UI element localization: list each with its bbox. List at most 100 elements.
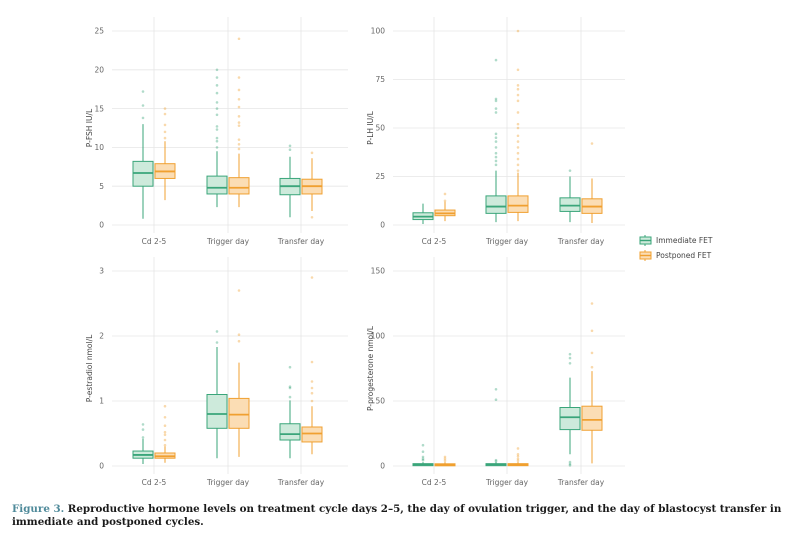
outlier-point	[310, 386, 314, 390]
y-tick-label: 100	[371, 332, 386, 341]
outlier-point	[494, 458, 498, 462]
outlier-point	[237, 88, 241, 92]
box-postponed	[228, 289, 250, 457]
outlier-point	[516, 99, 520, 103]
x-tick-label: Transfer day	[277, 237, 325, 246]
outlier-point	[516, 457, 520, 461]
outlier-point	[237, 147, 241, 151]
box-postponed	[507, 29, 529, 222]
outlier-point	[141, 104, 145, 107]
y-axis-title: P-LH IU/L	[366, 110, 375, 144]
outlier-point	[310, 360, 314, 364]
panel-progesterone: 0 50 100 150 Cd 2-5 Trigger day Transfer day P-…	[366, 257, 625, 487]
outlier-point	[516, 157, 520, 161]
outlier-point	[237, 121, 241, 124]
outlier-point	[141, 428, 145, 431]
outlier-point	[516, 151, 520, 155]
x-tick-label: Transfer day	[557, 237, 605, 246]
y-tick-label: 1	[99, 397, 104, 406]
outlier-point	[568, 169, 572, 172]
legend: Immediate FET Postponed FET	[639, 235, 713, 261]
box-postponed	[434, 455, 456, 467]
box-immediate	[279, 365, 301, 459]
outlier-point	[516, 93, 520, 97]
outlier-point	[310, 399, 314, 403]
legend-item-immediate: Immediate FET	[639, 235, 713, 246]
outlier-point	[163, 438, 167, 442]
outlier-point	[443, 192, 447, 196]
box-immediate	[559, 169, 581, 223]
y-tick-label: 10	[94, 143, 104, 152]
outlier-point	[215, 341, 219, 344]
box-immediate	[559, 352, 581, 467]
figure-caption-text: Reproductive hormone levels on treatment…	[12, 503, 782, 528]
outlier-point	[237, 115, 241, 118]
figure-label: Figure 3.	[12, 503, 65, 515]
outlier-point	[494, 388, 498, 391]
outlier-point	[590, 302, 594, 305]
outlier-point	[215, 76, 219, 79]
outlier-point	[163, 433, 167, 437]
outlier-point	[237, 333, 241, 337]
box-immediate	[485, 388, 507, 467]
outlier-point	[443, 457, 447, 461]
outlier-point	[215, 330, 219, 333]
y-tick-label: 50	[375, 397, 385, 406]
outlier-point	[494, 136, 498, 139]
outlier-point	[516, 169, 520, 172]
x-tick-label: Trigger day	[485, 237, 529, 246]
figure-caption: Figure 3. Reproductive hormone levels on…	[12, 503, 782, 529]
outlier-point	[421, 443, 425, 447]
outlier-point	[421, 450, 425, 454]
outlier-point	[494, 155, 498, 159]
y-tick-label: 100	[371, 27, 386, 36]
outlier-point	[516, 122, 520, 126]
outlier-point	[215, 91, 219, 95]
outlier-point	[443, 459, 447, 463]
outlier-point	[494, 97, 498, 101]
outlier-point	[237, 142, 241, 146]
outlier-point	[215, 84, 219, 87]
box-iqr	[485, 195, 507, 214]
x-tick-label: Cd 2-5	[422, 478, 447, 487]
outlier-point	[288, 148, 292, 152]
y-tick-label: 25	[94, 27, 104, 36]
outlier-point	[516, 84, 520, 87]
outlier-point	[516, 163, 520, 167]
box-iqr	[279, 423, 301, 441]
outlier-point	[310, 276, 314, 279]
outlier-point	[163, 415, 167, 419]
y-tick-label: 5	[99, 182, 104, 191]
outlier-point	[568, 464, 572, 467]
box-iqr	[507, 195, 529, 213]
box-postponed	[581, 302, 603, 464]
outlier-point	[516, 453, 520, 456]
outlier-point	[141, 423, 145, 426]
outlier-point	[237, 97, 241, 101]
box-postponed	[507, 447, 529, 467]
box-iqr	[301, 426, 323, 443]
outlier-point	[494, 151, 498, 155]
outlier-point	[421, 458, 425, 462]
outlier-point	[516, 134, 520, 138]
outlier-point	[568, 362, 572, 365]
outlier-point	[516, 87, 520, 91]
x-tick-label: Cd 2-5	[142, 237, 167, 246]
y-tick-label: 0	[99, 221, 104, 230]
outlier-point	[237, 289, 241, 292]
x-tick-label: Cd 2-5	[142, 478, 167, 487]
outlier-point	[494, 111, 498, 114]
outlier-point	[141, 90, 145, 93]
outlier-point	[310, 151, 314, 155]
x-tick-label: Transfer day	[557, 478, 605, 487]
outlier-point	[163, 443, 167, 447]
outlier-point	[310, 215, 314, 219]
legend-label-postponed: Postponed FET	[656, 251, 712, 260]
box-immediate	[412, 203, 434, 225]
outlier-point	[163, 424, 167, 428]
outlier-point	[590, 351, 594, 355]
outlier-point	[163, 123, 167, 127]
box-immediate	[206, 330, 228, 459]
outlier-point	[494, 58, 498, 62]
